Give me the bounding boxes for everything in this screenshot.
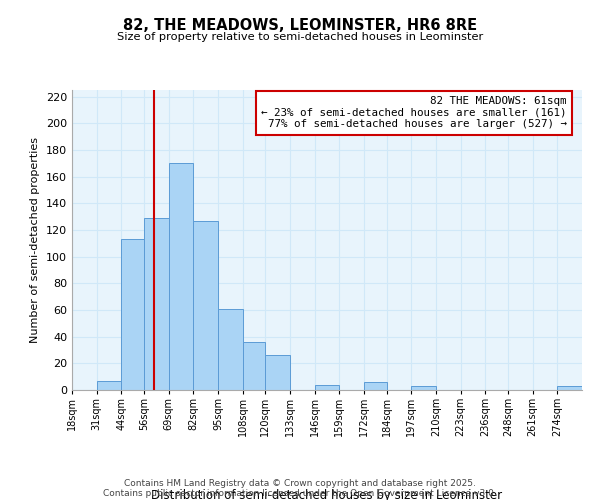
Bar: [169, 164, 193, 390]
Text: 82, THE MEADOWS, LEOMINSTER, HR6 8RE: 82, THE MEADOWS, LEOMINSTER, HR6 8RE: [123, 18, 477, 32]
Bar: [412, 386, 436, 390]
Bar: [121, 240, 144, 390]
Bar: [144, 218, 169, 390]
Bar: [242, 342, 265, 390]
Y-axis label: Number of semi-detached properties: Number of semi-detached properties: [31, 137, 40, 343]
Bar: [218, 308, 242, 390]
X-axis label: Distribution of semi-detached houses by size in Leominster: Distribution of semi-detached houses by …: [151, 489, 503, 500]
Bar: [314, 384, 340, 390]
Bar: [265, 356, 290, 390]
Bar: [364, 382, 387, 390]
Bar: [557, 386, 582, 390]
Bar: [193, 220, 218, 390]
Bar: [97, 380, 121, 390]
Text: Contains public sector information licensed under the Open Government Licence v3: Contains public sector information licen…: [103, 488, 497, 498]
Text: Size of property relative to semi-detached houses in Leominster: Size of property relative to semi-detach…: [117, 32, 483, 42]
Text: 82 THE MEADOWS: 61sqm
← 23% of semi-detached houses are smaller (161)
77% of sem: 82 THE MEADOWS: 61sqm ← 23% of semi-deta…: [261, 96, 567, 129]
Text: Contains HM Land Registry data © Crown copyright and database right 2025.: Contains HM Land Registry data © Crown c…: [124, 478, 476, 488]
